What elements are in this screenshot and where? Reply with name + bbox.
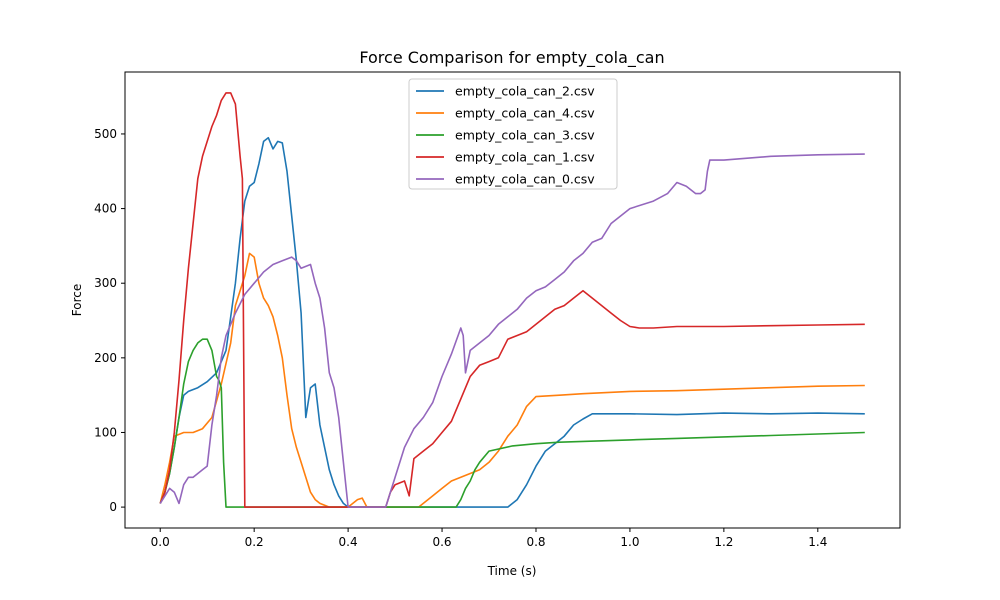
x-tick-label: 0.6	[432, 535, 451, 549]
legend-items: empty_cola_can_2.csv empty_cola_can_4.csv…	[416, 84, 595, 187]
series-line-0	[159, 136, 865, 508]
legend-label-1: empty_cola_can_4.csv	[455, 106, 595, 121]
series-line-4	[159, 153, 865, 508]
legend-box	[408, 78, 618, 190]
x-tick-label: 1.2	[714, 535, 733, 549]
x-axis: 0.0 0.2 0.4 0.6 0.8 1.0 1.2 1.4	[151, 528, 827, 549]
x-tick-label: 0.0	[151, 535, 170, 549]
series-layer	[159, 92, 865, 508]
y-tick-label: 400	[94, 202, 117, 216]
x-tick-label: 0.8	[526, 535, 545, 549]
plot-frame	[124, 71, 901, 529]
x-tick-label: 0.4	[339, 535, 358, 549]
x-axis-label: Time (s)	[487, 564, 537, 578]
x-tick-label: 1.0	[620, 535, 639, 549]
y-tick-label: 200	[94, 351, 117, 365]
y-tick-label: 500	[94, 127, 117, 141]
y-tick-label: 100	[94, 425, 117, 439]
legend-label-4: empty_cola_can_0.csv	[455, 172, 595, 187]
legend-label-2: empty_cola_can_3.csv	[455, 128, 595, 143]
y-tick-label: 0	[109, 500, 117, 514]
legend-label-0: empty_cola_can_2.csv	[455, 84, 595, 99]
legend: empty_cola_can_2.csv empty_cola_can_4.csv…	[408, 78, 618, 190]
x-tick-label: 1.4	[808, 535, 827, 549]
chart-title: Force Comparison for empty_cola_can	[359, 48, 664, 68]
y-axis: 0 100 200 300 400 500	[94, 127, 125, 514]
legend-label-3: empty_cola_can_1.csv	[455, 150, 595, 165]
y-axis-label: Force	[70, 284, 84, 316]
series-line-3	[159, 92, 865, 508]
x-tick-label: 0.2	[245, 535, 264, 549]
y-tick-label: 300	[94, 276, 117, 290]
